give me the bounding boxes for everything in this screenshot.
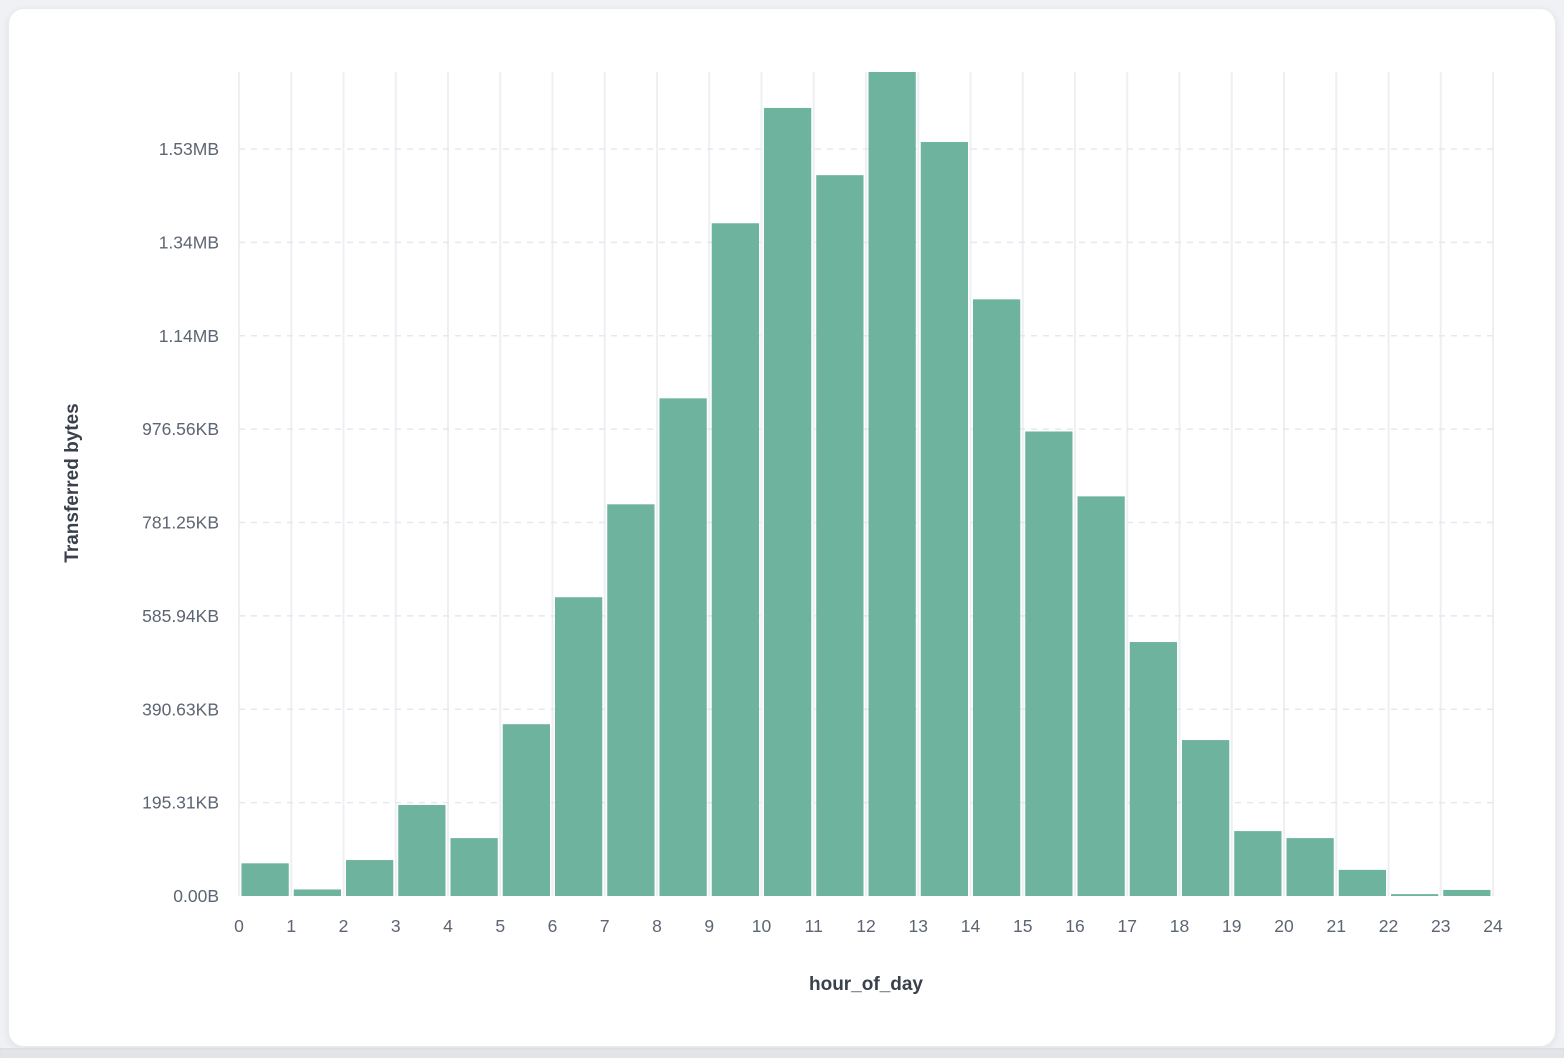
transferred-bytes-histogram: 0 1 2 3 4 5 6 7 8 9 10 11 12 13 14 15 16 17 18 19 20 21 22 23 24… (9, 9, 1555, 1046)
x-tick-label: 20 (1274, 916, 1294, 936)
bar-hour-21[interactable] (1338, 869, 1386, 896)
bar-hour-6[interactable] (555, 597, 603, 896)
x-tick-label: 17 (1118, 916, 1137, 936)
x-tick-label: 5 (495, 916, 505, 936)
y-tick-label: 585.94KB (142, 606, 219, 626)
y-tick-label: 195.31KB (142, 793, 219, 813)
y-tick-label: 0.00B (173, 886, 219, 906)
bar-hour-18[interactable] (1182, 740, 1230, 896)
bar-hour-11[interactable] (816, 175, 864, 897)
bar-hour-15[interactable] (1025, 431, 1073, 896)
y-tick-label: 1.53MB (159, 139, 219, 159)
x-tick-label: 13 (909, 916, 928, 936)
x-axis-title: hour_of_day (808, 974, 924, 995)
x-tick-label: 6 (548, 916, 558, 936)
x-tick-label: 9 (704, 916, 714, 936)
y-tick-label: 781.25KB (142, 513, 219, 533)
x-tick-label: 4 (443, 916, 453, 936)
bar-hour-13[interactable] (920, 142, 968, 897)
bar-hour-14[interactable] (973, 299, 1021, 896)
x-tick-label: 19 (1222, 916, 1241, 936)
y-axis-title: Transferred bytes (62, 403, 83, 563)
bar-hour-4[interactable] (450, 838, 498, 896)
bar-hour-8[interactable] (659, 398, 707, 896)
bar-hour-7[interactable] (607, 504, 655, 896)
x-tick-label: 18 (1170, 916, 1189, 936)
bar-hour-2[interactable] (346, 860, 394, 896)
bar-hour-16[interactable] (1077, 496, 1125, 896)
bar-hour-23[interactable] (1443, 889, 1491, 896)
x-tick-label: 7 (600, 916, 610, 936)
bar-hour-17[interactable] (1129, 642, 1177, 896)
bar-hour-9[interactable] (711, 223, 759, 897)
x-tick-label: 3 (391, 916, 401, 936)
bar-hour-20[interactable] (1286, 838, 1334, 896)
x-tick-label: 23 (1431, 916, 1450, 936)
x-tick-label: 10 (752, 916, 772, 936)
x-tick-label: 15 (1013, 916, 1032, 936)
y-tick-label: 976.56KB (142, 419, 219, 439)
bar-hour-1[interactable] (293, 889, 341, 896)
x-tick-label: 2 (339, 916, 349, 936)
bar-hour-19[interactable] (1234, 831, 1282, 896)
chart-canvas: 0 1 2 3 4 5 6 7 8 9 10 11 12 13 14 15 16 17 18 19 20 21 22 23 24… (142, 72, 1503, 936)
bar-hour-3[interactable] (398, 804, 446, 896)
x-tick-label: 22 (1379, 916, 1398, 936)
x-tick-label: 21 (1327, 916, 1346, 936)
x-tick-label: 8 (652, 916, 662, 936)
bar-hour-0[interactable] (241, 863, 289, 896)
x-tick-label: 14 (961, 916, 981, 936)
y-tick-label: 390.63KB (142, 699, 219, 719)
x-tick-label: 24 (1483, 916, 1503, 936)
bar-hour-10[interactable] (764, 107, 812, 896)
x-tick-label: 1 (286, 916, 296, 936)
horizontal-scrollbar-track[interactable] (0, 1048, 1564, 1058)
bar-hour-5[interactable] (502, 724, 550, 896)
y-tick-label: 1.34MB (159, 232, 219, 252)
x-tick-label: 12 (856, 916, 875, 936)
chart-card: 0 1 2 3 4 5 6 7 8 9 10 11 12 13 14 15 16 17 18 19 20 21 22 23 24… (8, 8, 1556, 1047)
y-tick-label: 1.14MB (159, 326, 219, 346)
bar-hour-22[interactable] (1391, 894, 1439, 896)
x-tick-label: 11 (805, 916, 823, 936)
x-tick-label: 0 (234, 916, 244, 936)
bar-hour-12[interactable] (868, 72, 916, 896)
x-tick-label: 16 (1065, 916, 1084, 936)
